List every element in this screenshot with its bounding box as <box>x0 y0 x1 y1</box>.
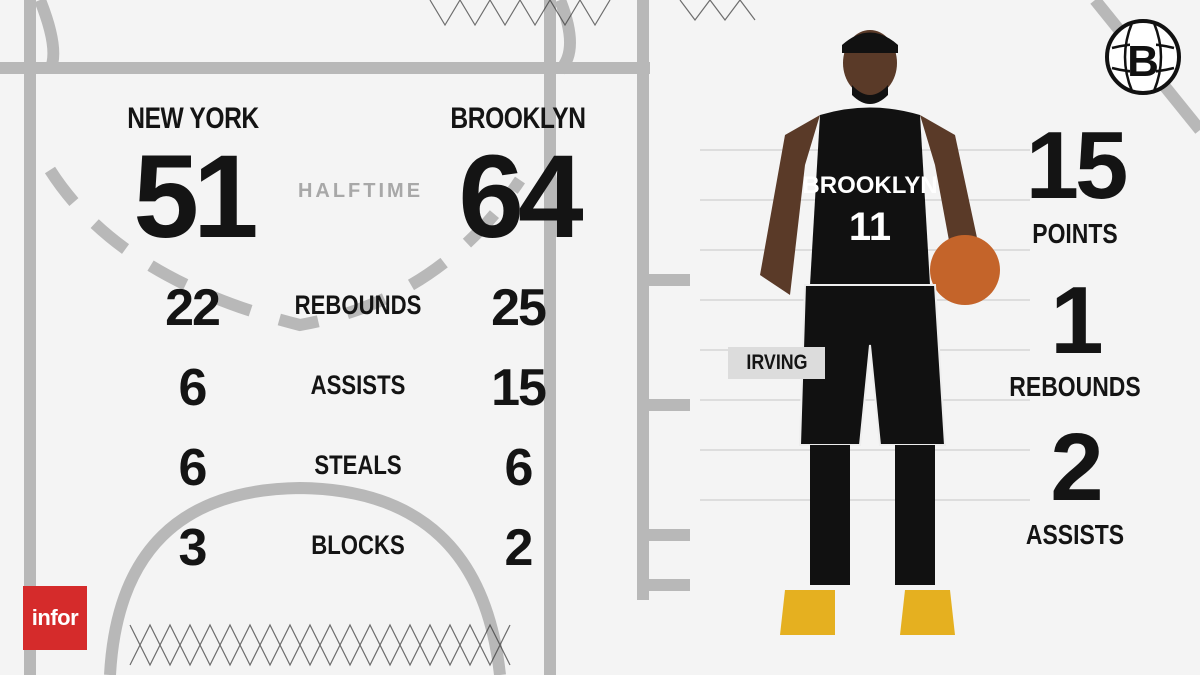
player-name-tag: IRVING <box>728 347 825 379</box>
rebounds-label: REBOUNDS <box>294 290 422 320</box>
away-steals: 6 <box>178 439 208 497</box>
home-score: 64 <box>458 131 583 263</box>
player-photo: BROOKLYN 11 <box>760 30 1000 635</box>
jersey-number: 11 <box>849 205 891 249</box>
away-team-name: NEW YORK <box>127 102 259 135</box>
player-name: IRVING <box>745 351 808 374</box>
game-period: HALFTIME <box>297 180 424 202</box>
steals-label: STEALS <box>314 450 402 480</box>
player-assists-label: ASSISTS <box>1025 519 1125 550</box>
jersey-team-text: BROOKLYN <box>802 172 937 199</box>
home-team-name: BROOKLYN <box>450 102 586 135</box>
away-assists: 6 <box>178 359 208 417</box>
blocks-label: BLOCKS <box>311 530 405 560</box>
nets-logo-letter: B <box>1127 37 1159 86</box>
player-points-value: 15 <box>1025 112 1129 219</box>
home-blocks: 2 <box>504 519 534 577</box>
player-points-label: POINTS <box>1032 218 1118 249</box>
infor-logo: infor <box>23 586 87 650</box>
player-rebounds-value: 1 <box>1050 267 1103 374</box>
player-assists-value: 2 <box>1050 414 1103 521</box>
home-rebounds: 25 <box>491 279 547 337</box>
home-steals: 6 <box>504 439 534 497</box>
home-assists: 15 <box>491 359 547 417</box>
away-blocks: 3 <box>178 519 208 577</box>
infor-logo-text: infor <box>31 605 79 630</box>
away-score: 51 <box>133 131 258 263</box>
assists-label: ASSISTS <box>310 370 406 400</box>
nets-logo-icon: B <box>1105 19 1181 95</box>
away-rebounds: 22 <box>165 279 221 337</box>
player-rebounds-label: REBOUNDS <box>1009 371 1141 402</box>
